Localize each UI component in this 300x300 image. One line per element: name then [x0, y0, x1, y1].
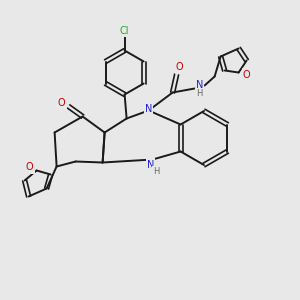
- Text: Cl: Cl: [120, 26, 129, 35]
- Text: N: N: [147, 160, 154, 170]
- Text: N: N: [145, 103, 152, 113]
- Text: O: O: [58, 98, 65, 107]
- Text: O: O: [243, 70, 250, 80]
- Text: O: O: [176, 62, 183, 73]
- Text: H: H: [153, 167, 160, 176]
- Text: N: N: [196, 80, 203, 91]
- Text: H: H: [196, 89, 203, 98]
- Text: O: O: [26, 163, 33, 172]
